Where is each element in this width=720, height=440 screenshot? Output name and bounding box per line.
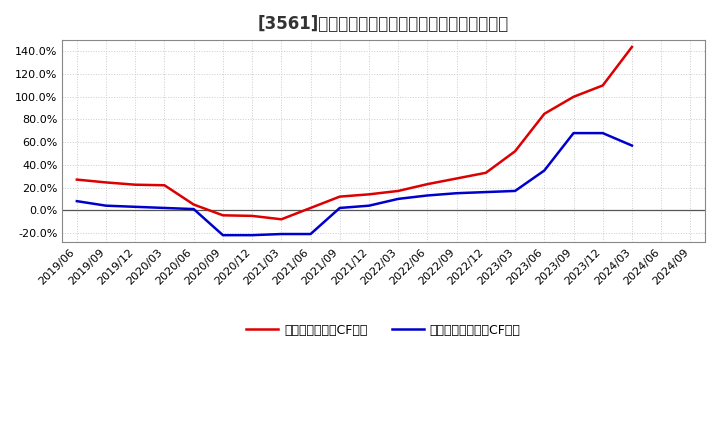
有利子負債営業CF比率 — [160, 183, 168, 188]
有利子負債フリーCF比率 — [219, 232, 228, 238]
有利子負債フリーCF比率 — [248, 232, 256, 238]
有利子負債営業CF比率 — [131, 182, 140, 187]
有利子負債営業CF比率 — [394, 188, 402, 194]
有利子負債フリーCF比率 — [336, 205, 344, 211]
有利子負債営業CF比率 — [73, 177, 81, 182]
有利子負債営業CF比率 — [306, 205, 315, 211]
有利子負債営業CF比率 — [189, 202, 198, 207]
有利子負債フリーCF比率 — [102, 203, 110, 208]
有利子負債営業CF比率 — [482, 170, 490, 176]
有利子負債フリーCF比率 — [394, 196, 402, 202]
有利子負債営業CF比率 — [510, 149, 519, 154]
有利子負債フリーCF比率 — [277, 231, 286, 237]
有利子負債営業CF比率 — [248, 213, 256, 219]
有利子負債フリーCF比率 — [482, 190, 490, 195]
有利子負債営業CF比率 — [598, 83, 607, 88]
有利子負債営業CF比率 — [219, 213, 228, 218]
有利子負債営業CF比率 — [628, 44, 636, 50]
有利子負債営業CF比率 — [540, 111, 549, 117]
Legend: 有利子負債営業CF比率, 有利子負債フリーCF比率: 有利子負債営業CF比率, 有利子負債フリーCF比率 — [241, 319, 526, 342]
有利子負債営業CF比率 — [102, 180, 110, 185]
有利子負債営業CF比率 — [336, 194, 344, 199]
有利子負債営業CF比率 — [452, 176, 461, 181]
有利子負債営業CF比率 — [570, 94, 578, 99]
有利子負債営業CF比率 — [365, 192, 374, 197]
有利子負債フリーCF比率 — [131, 204, 140, 209]
有利子負債営業CF比率 — [277, 216, 286, 222]
Line: 有利子負債営業CF比率: 有利子負債営業CF比率 — [77, 47, 632, 219]
有利子負債フリーCF比率 — [306, 231, 315, 237]
有利子負債フリーCF比率 — [160, 205, 168, 211]
有利子負債フリーCF比率 — [628, 143, 636, 148]
有利子負債フリーCF比率 — [510, 188, 519, 194]
有利子負債フリーCF比率 — [598, 131, 607, 136]
有利子負債フリーCF比率 — [452, 191, 461, 196]
有利子負債フリーCF比率 — [423, 193, 432, 198]
Title: [3561]　有利子負債キャッシュフロー比率の推移: [3561] 有利子負債キャッシュフロー比率の推移 — [258, 15, 509, 33]
Line: 有利子負債フリーCF比率: 有利子負債フリーCF比率 — [77, 133, 632, 235]
有利子負債フリーCF比率 — [73, 198, 81, 204]
有利子負債営業CF比率 — [423, 181, 432, 187]
有利子負債フリーCF比率 — [365, 203, 374, 208]
有利子負債フリーCF比率 — [189, 206, 198, 212]
有利子負債フリーCF比率 — [570, 131, 578, 136]
有利子負債フリーCF比率 — [540, 168, 549, 173]
